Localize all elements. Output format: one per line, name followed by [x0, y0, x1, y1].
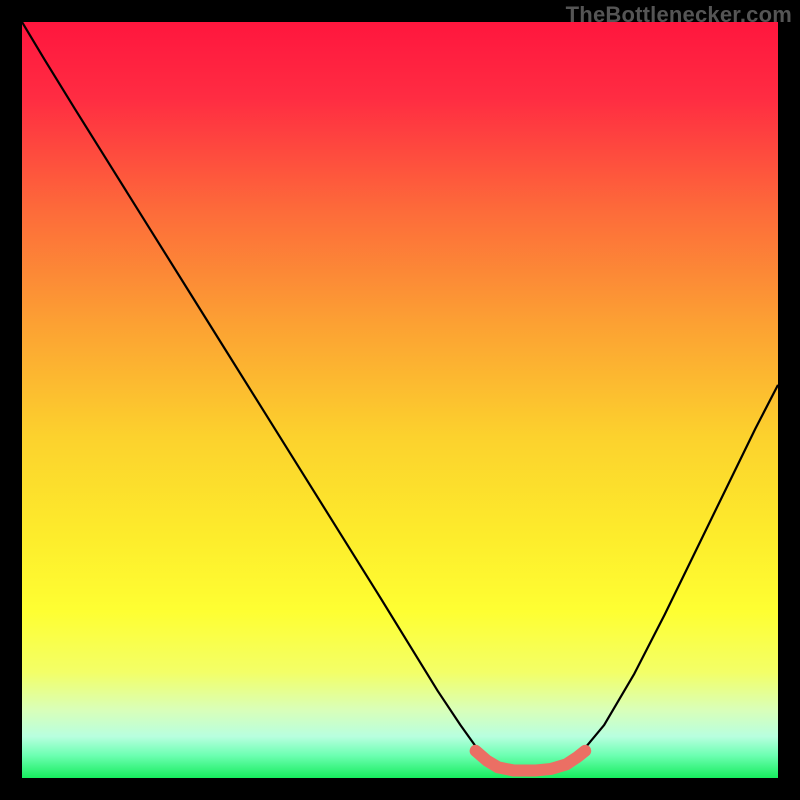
chart-frame: TheBottlenecker.com — [0, 0, 800, 800]
watermark-text: TheBottlenecker.com — [566, 2, 792, 28]
gradient-background — [22, 22, 778, 778]
chart-svg — [22, 22, 778, 778]
plot-area — [22, 22, 778, 778]
